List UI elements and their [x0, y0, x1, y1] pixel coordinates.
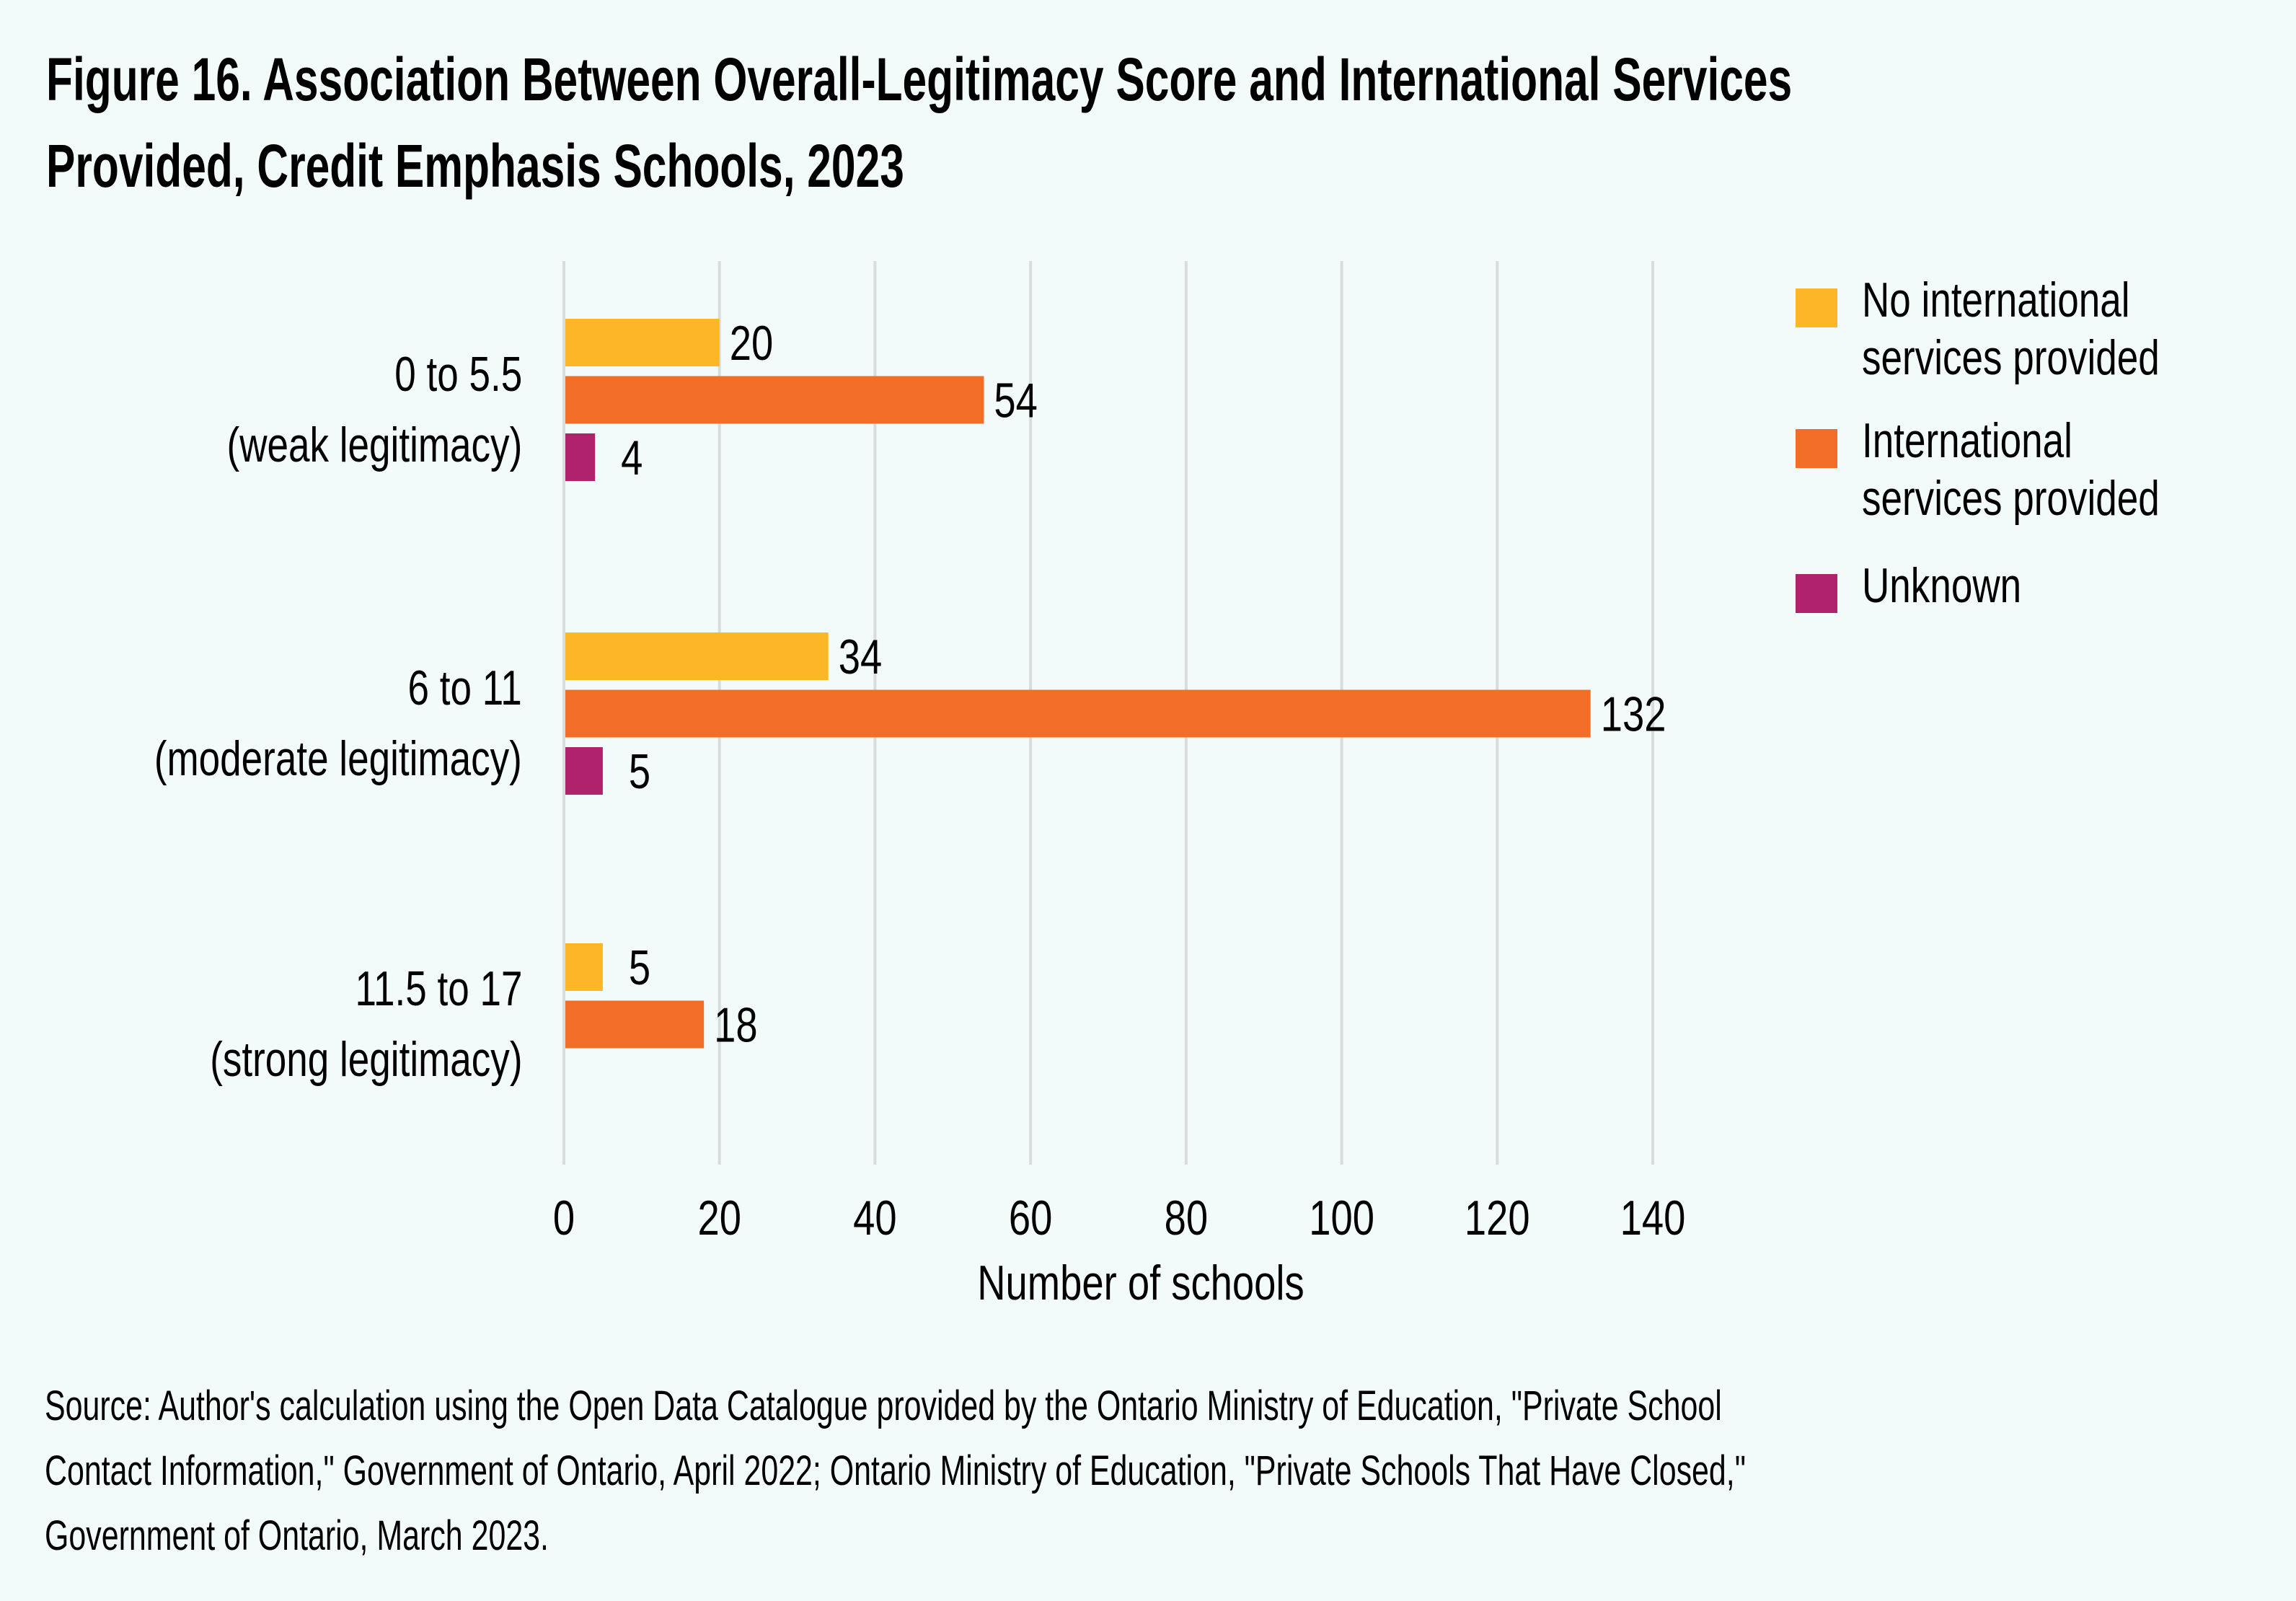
data-label: 54 [994, 374, 1038, 428]
bar [565, 376, 984, 424]
legend-label: International services provided [1862, 412, 2160, 527]
data-label: 132 [1601, 687, 1666, 742]
category-label-range: 11.5 to 17 [354, 961, 522, 1016]
category-label-desc: (moderate legitimacy) [154, 731, 522, 786]
source-line: Contact Information," Government of Onta… [45, 1447, 1746, 1494]
x-tick-label: 140 [1620, 1191, 1686, 1245]
data-label: 20 [730, 316, 774, 371]
chart-title-line-1: Figure 16. Association Between Overall-L… [46, 45, 1793, 113]
chart-title: Figure 16. Association Between Overall-L… [46, 36, 1793, 209]
category-label-desc: (weak legitimacy) [226, 418, 522, 472]
data-label: 5 [629, 744, 650, 799]
legend-swatch [1796, 288, 1837, 327]
bar [565, 1000, 705, 1049]
category-label: 0 to 5.5 (weak legitimacy) [226, 339, 522, 480]
category-label-range: 6 to 11 [407, 661, 522, 715]
category-label: 6 to 11 (moderate legitimacy) [154, 653, 522, 794]
x-tick-label: 40 [853, 1191, 897, 1245]
x-tick-label: 120 [1465, 1191, 1530, 1245]
category-label-desc: (strong legitimacy) [209, 1032, 522, 1087]
x-tick-label: 80 [1165, 1191, 1209, 1245]
legend-label: Unknown [1862, 557, 2021, 614]
bars [565, 319, 1591, 1049]
x-tick-labels: 0 20 40 60 80 100 120 140 [553, 1191, 1686, 1245]
bar [565, 632, 829, 680]
legend-swatch [1796, 574, 1837, 613]
data-label: 4 [621, 431, 643, 485]
bar [565, 943, 603, 991]
legend-label-line: Unknown [1862, 558, 2022, 613]
legend-label-line: No international [1862, 273, 2130, 327]
source-note: Source: Author's calculation using the O… [45, 1374, 2233, 1569]
x-tick-label: 0 [553, 1191, 575, 1245]
bar [565, 747, 603, 795]
x-tick-label: 60 [1009, 1191, 1053, 1245]
data-label: 5 [629, 940, 650, 995]
chart-plot: 20 54 4 34 132 5 5 18 0 20 40 60 80 100 120 140 Number… [553, 261, 1686, 1310]
legend-label-line: International [1862, 413, 2072, 468]
bar [565, 319, 720, 366]
category-label-range: 0 to 5.5 [394, 347, 522, 402]
legend-label-line: services provided [1862, 471, 2160, 526]
legend-label: No international services provided [1862, 271, 2160, 387]
data-label: 34 [839, 630, 883, 684]
chart-title-line-2: Provided, Credit Emphasis Schools, 2023 [46, 132, 904, 200]
source-line: Source: Author's calculation using the O… [45, 1382, 1722, 1429]
legend-swatch [1796, 429, 1837, 468]
source-line: Government of Ontario, March 2023. [45, 1512, 549, 1559]
x-tick-label: 20 [697, 1191, 741, 1245]
x-tick-label: 100 [1309, 1191, 1374, 1245]
bar [565, 689, 1591, 738]
category-label: 11.5 to 17 (strong legitimacy) [210, 953, 522, 1095]
legend-label-line: services provided [1862, 330, 2160, 385]
x-axis-label: Number of schools [977, 1256, 1304, 1310]
data-labels: 20 54 4 34 132 5 5 18 [621, 316, 1666, 1053]
data-label: 18 [714, 998, 758, 1053]
bar [565, 433, 596, 481]
